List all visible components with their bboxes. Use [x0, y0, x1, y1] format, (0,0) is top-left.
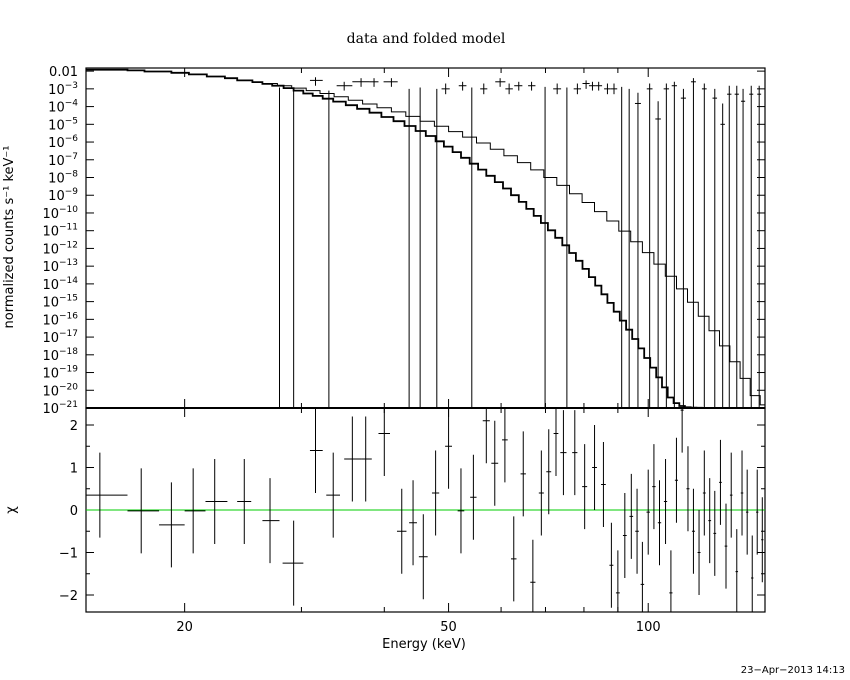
y-tick-label: 10−7	[48, 152, 78, 169]
y-tick-label: 10−12	[42, 240, 78, 257]
x-tick-label: 100	[636, 620, 661, 635]
residuals-panel: 20 50 100 2 1 0 −1 −2	[59, 407, 766, 635]
y-tick-label: 10−9	[48, 187, 78, 204]
y-tick-label: 10−20	[42, 382, 78, 399]
spectrum-panel: 0.0110−310−410−510−610−710−810−910−1010−…	[42, 65, 766, 417]
spectrum-frame	[85, 67, 766, 409]
y-tick-label: 10−5	[48, 116, 78, 133]
bottom-y-axis-label: χ	[4, 506, 19, 514]
y-tick-label: 10−15	[42, 294, 78, 311]
y-tick-label: 10−14	[42, 276, 78, 293]
y-tick-label: 10−4	[48, 99, 78, 116]
y-tick-label: −2	[59, 589, 78, 604]
folded-model-step	[86, 68, 763, 409]
x-tick-label: 20	[176, 620, 193, 635]
x-tick-label: 50	[440, 620, 457, 635]
chart-title: data and folded model	[347, 31, 506, 47]
y-tick-label: −1	[59, 547, 78, 562]
y-tick-label: 10−3	[48, 81, 78, 98]
y-tick-label: 10−8	[48, 170, 78, 187]
y-tick-label: 10−19	[42, 365, 78, 382]
y-tick-label: 0	[70, 504, 78, 519]
y-tick-label: 10−16	[42, 311, 78, 328]
top-y-axis-label: normalized counts s⁻¹ keV⁻¹	[2, 146, 17, 329]
folded-model-step-secondary	[262, 83, 765, 406]
y-tick-label: 10−17	[42, 329, 78, 346]
y-tick-label: 10−21	[42, 400, 78, 417]
y-tick-label: 10−13	[42, 258, 78, 275]
y-tick-label: 10−10	[42, 205, 78, 222]
y-tick-label: 0.01	[49, 65, 78, 80]
y-tick-label: 2	[70, 419, 78, 434]
x-axis-label: Energy (keV)	[382, 637, 466, 652]
timestamp: 23−Apr−2013 14:13	[741, 665, 845, 676]
y-tick-label: 1	[70, 462, 78, 477]
y-tick-label: 10−18	[42, 347, 78, 364]
y-tick-label: 10−11	[42, 223, 78, 240]
y-tick-label: 10−6	[48, 134, 78, 151]
